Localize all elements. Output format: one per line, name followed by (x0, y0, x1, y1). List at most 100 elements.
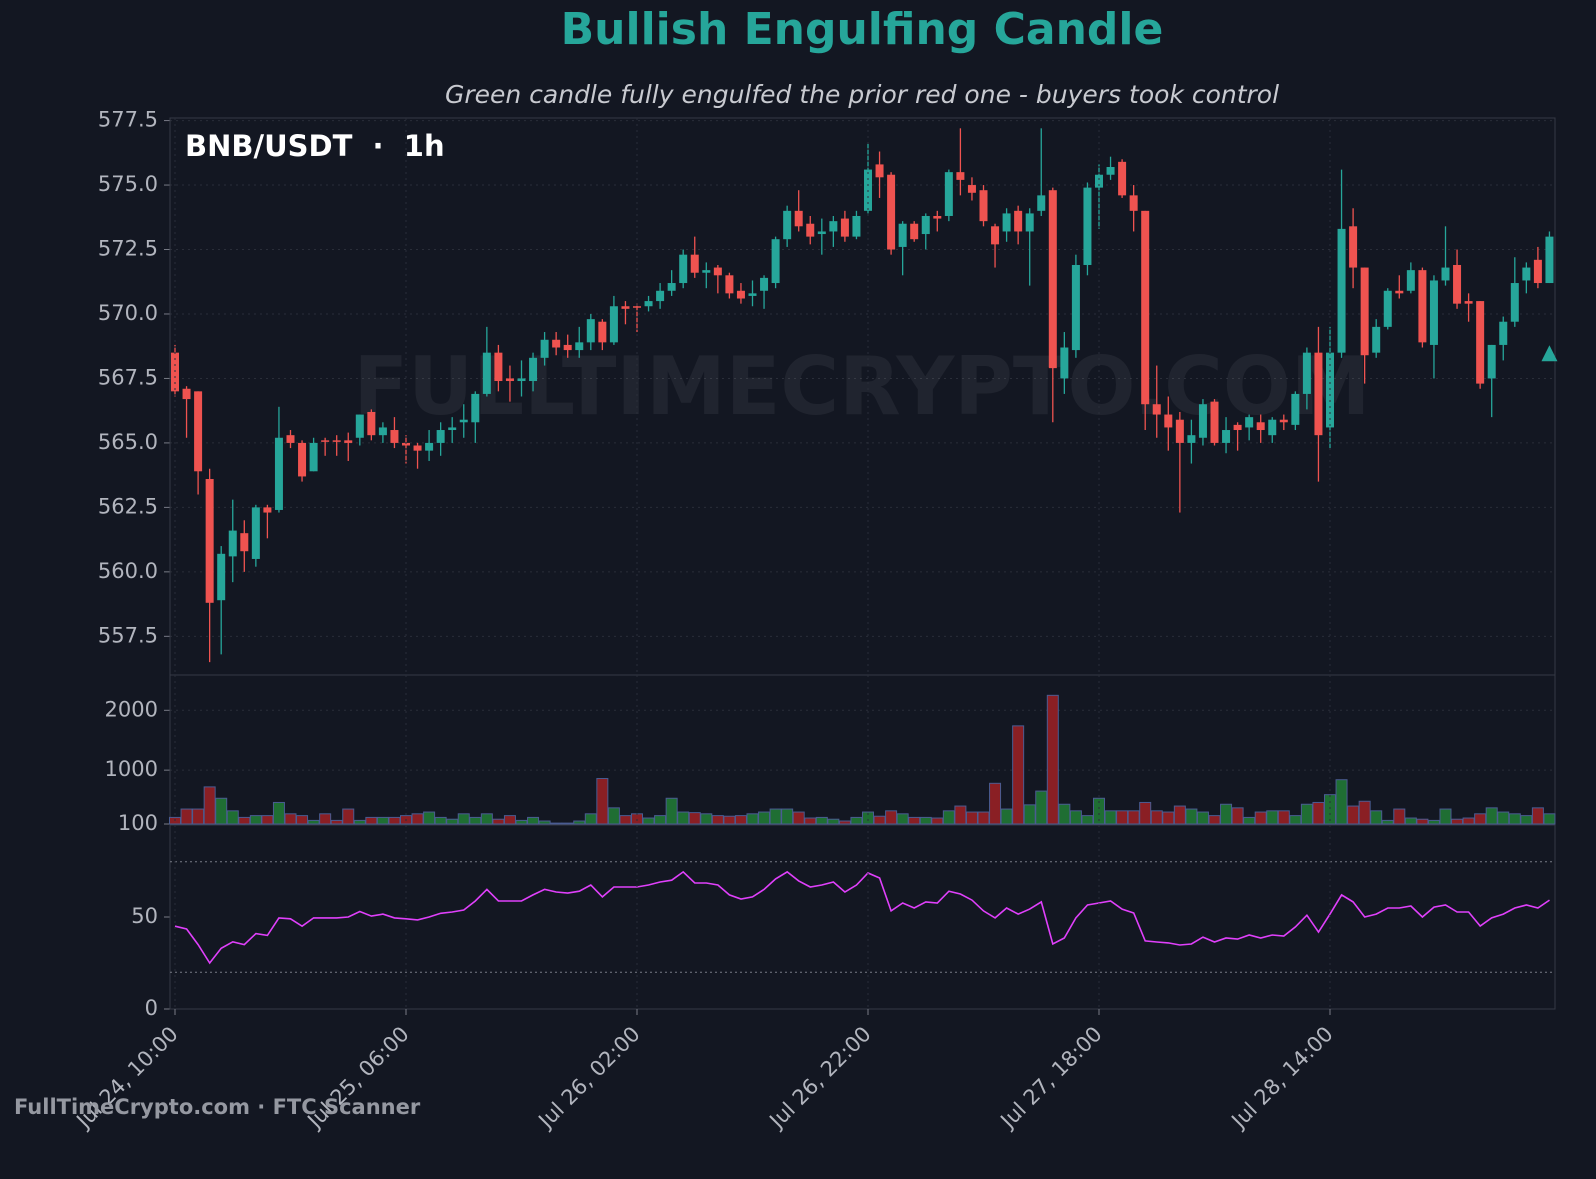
candle-body (517, 378, 526, 382)
candle-body (1164, 414, 1173, 428)
volume-bar (1023, 804, 1036, 825)
volume-bar (792, 811, 805, 825)
y-tick-label: 2000 (105, 697, 158, 721)
candle-body (1187, 435, 1196, 443)
candle-body (887, 174, 896, 250)
footer: FullTimeCrypto.com · FTC Scanner (14, 1095, 421, 1119)
x-tick-label: Jul 27, 18:00 (995, 1022, 1107, 1134)
volume-bar (769, 808, 782, 825)
candle-body (1037, 195, 1046, 211)
volume-bar (1139, 801, 1152, 825)
candle-body (471, 393, 480, 423)
volume-bar (1335, 779, 1348, 825)
volume-bar (503, 815, 516, 825)
volume-bar (1543, 813, 1556, 825)
candle-body (367, 411, 376, 436)
candle-body (1533, 259, 1542, 284)
candle-body (783, 210, 792, 240)
candle-body (1349, 226, 1358, 268)
volume-bar (584, 813, 597, 825)
candle-body (633, 306, 641, 308)
volume-bar (862, 811, 874, 825)
volume-bar (1035, 790, 1048, 825)
volume-bar (1220, 803, 1233, 825)
candle-body (274, 437, 283, 510)
candle-body (1025, 213, 1034, 232)
volume-bar (388, 816, 401, 825)
x-tick-label: Jul 26, 02:00 (533, 1022, 645, 1134)
candle-body (194, 391, 203, 472)
rsi-line (174, 870, 1550, 965)
volume-bar (804, 817, 817, 825)
panel-frame (169, 824, 1556, 1010)
volume-bar (492, 818, 505, 825)
candle-body (1083, 187, 1092, 265)
volume-bar (850, 816, 863, 825)
candle-body (1106, 166, 1115, 175)
volume-bar (642, 817, 655, 825)
candle-body (332, 440, 341, 442)
volume-bar (965, 811, 978, 825)
volume-bar (538, 820, 551, 825)
volume-bar (989, 782, 1002, 825)
candle-body (1141, 210, 1150, 405)
candle-body (1152, 404, 1161, 415)
volume-bar (607, 807, 620, 825)
candle-body (217, 553, 226, 601)
candle-body (1291, 393, 1300, 425)
volume-bar (515, 819, 528, 825)
candle-body (355, 414, 364, 438)
volume-bar (353, 819, 366, 825)
candle-body (771, 239, 780, 284)
candle-body (1222, 430, 1231, 443)
y-tick-label: 100 (118, 811, 158, 835)
volume-bar (411, 813, 424, 825)
volume-bar (677, 811, 690, 825)
candle-body (1245, 417, 1254, 428)
y-tick-label: 577.5 (98, 108, 158, 132)
volume-bar (192, 808, 205, 825)
y-tick-label: 560.0 (98, 559, 158, 583)
volume-bar (873, 815, 886, 825)
candle-body (1210, 401, 1219, 443)
x-tick-label: Jul 26, 22:00 (764, 1022, 876, 1134)
volume-bar (180, 808, 193, 825)
volume-bar (1173, 805, 1186, 825)
candle-body (875, 164, 884, 178)
volume-bar (827, 818, 840, 825)
candle-body (1314, 352, 1323, 436)
x-tick-label: Jul 28, 14:00 (1226, 1022, 1338, 1134)
candle-body (1233, 424, 1242, 431)
chart-subtitle: Green candle fully engulfed the prior re… (445, 80, 1279, 109)
volume-bar (215, 797, 228, 825)
volume-bar (977, 811, 990, 825)
volume-bar (746, 813, 759, 825)
candle-body (794, 210, 803, 227)
candle-body (702, 270, 711, 273)
candle-body (402, 442, 410, 446)
candle-body (898, 223, 907, 247)
volume-bar (931, 817, 944, 825)
candle-body (459, 419, 468, 423)
candle-body (1302, 352, 1311, 394)
volume-bar (446, 818, 459, 825)
candle-body (251, 507, 260, 559)
candle-body (540, 339, 549, 358)
volume-bar (457, 813, 470, 825)
volume-bar (1127, 810, 1140, 825)
volume-bar (665, 797, 678, 825)
volume-bar (1058, 803, 1071, 825)
volume-bar (307, 819, 320, 825)
candle-body (436, 430, 445, 443)
candle-body (1360, 267, 1369, 356)
candle-body (425, 442, 434, 451)
candle-body (182, 388, 191, 400)
volume-bar (1370, 810, 1383, 825)
candle-body (656, 290, 665, 302)
candle-body (228, 530, 237, 557)
candle-body (1198, 404, 1207, 438)
volume-bar (1289, 815, 1302, 825)
candle-body (1383, 290, 1392, 327)
volume-bar (619, 815, 632, 825)
candle-body (1048, 190, 1057, 369)
